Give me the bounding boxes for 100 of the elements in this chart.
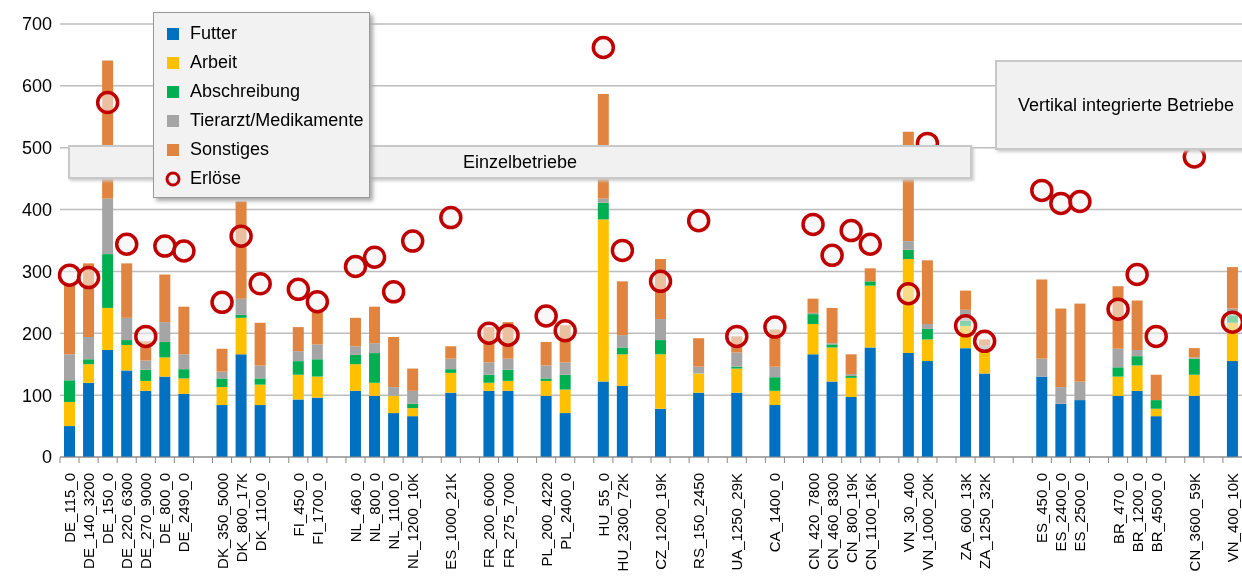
bar [311,397,323,457]
bar [121,317,133,341]
x-tick-label: ZA_1250_32K [976,473,994,569]
bar [1226,315,1238,323]
bar [769,329,781,367]
bar [369,395,381,457]
x-tick-label: DK_1100_0 [251,473,269,552]
bar [369,343,381,354]
bar [502,380,514,391]
x-tick-label: VN_1000_20K [918,473,936,571]
bar [902,259,914,354]
bar [655,340,666,355]
point [172,239,196,263]
bar [102,198,114,255]
bar [1226,267,1238,309]
bar [693,338,705,367]
bar [140,390,152,457]
bar [559,389,571,414]
x-tick-label: CA_1400_0 [766,473,784,553]
bar [655,408,666,457]
bar [902,241,914,250]
point [496,323,520,347]
x-tick-label: FI_1700_0 [308,473,326,545]
bar [807,298,819,313]
bar [369,382,381,396]
point [286,277,311,302]
bar [864,347,876,457]
bar [769,405,781,457]
bar [1112,367,1124,377]
bar [159,274,171,323]
x-tick-label: CN_800_19K [842,473,860,564]
bar [559,362,571,375]
bar [1188,348,1200,358]
bar [807,324,819,355]
bar [254,378,266,385]
point [972,329,997,354]
bar [540,341,552,366]
point [648,269,673,294]
x-tick-label: ES_1000_21K [442,473,460,570]
bar [731,336,743,353]
bar [1131,390,1143,457]
x-tick-label: DE_800_0 [156,473,174,544]
annotation: Vertikal integrierte Betriebe [1017,94,1235,117]
x-tick-label: PL_200_4220 [537,473,555,567]
bar [960,320,972,326]
bar [769,377,781,391]
bar [83,382,95,457]
x-tick-label: FI_450_0 [289,473,307,537]
bar [349,354,361,365]
bar [979,373,991,457]
x-tick-label: ZA_600_13K [957,473,975,561]
point [686,208,711,233]
bar [178,369,190,379]
bar [349,364,361,391]
bar [979,351,991,374]
bar [311,311,323,345]
bar [235,201,247,299]
point [896,281,921,306]
bar [140,360,152,370]
annotation: Einzelbetriebe [462,151,578,174]
bar [178,306,190,355]
bar [102,349,114,457]
x-tick-label: CN_1100_16K [861,473,879,571]
point [305,289,330,314]
bar [960,348,972,457]
bar [597,198,609,203]
point [534,304,558,328]
x-tick-label: CN_460_8300 [823,473,841,570]
bar [559,374,571,390]
bar [1074,303,1086,382]
x-tick-label: DE_150_0 [99,473,117,544]
bar [407,403,419,409]
point [248,272,272,296]
bar [445,372,457,393]
point [1144,324,1168,349]
bar [178,354,190,370]
bar [731,392,743,457]
bar [1150,408,1162,417]
y-tick-label: 600 [21,76,52,97]
bar [1131,356,1143,366]
bar [483,362,495,375]
bar [616,354,628,386]
x-tick-label: DE_270_9000 [137,473,155,569]
bar [235,314,247,318]
bar [254,384,266,406]
x-tick-label: ES_2400_0 [1052,473,1070,552]
x-tick-label: FR_275_7000 [499,473,517,569]
y-tick-label: 400 [21,199,52,220]
bar [159,376,171,457]
bar [140,369,152,381]
bar [83,337,95,360]
bar [1036,376,1048,457]
point [953,314,978,338]
legend-label: Tierarzt/Medikamente [190,110,364,131]
bar [921,361,933,457]
point [439,205,463,230]
bar [826,307,838,344]
point [153,234,177,258]
bar [83,359,95,365]
x-tick-label: UA_1250_29K [728,473,746,571]
